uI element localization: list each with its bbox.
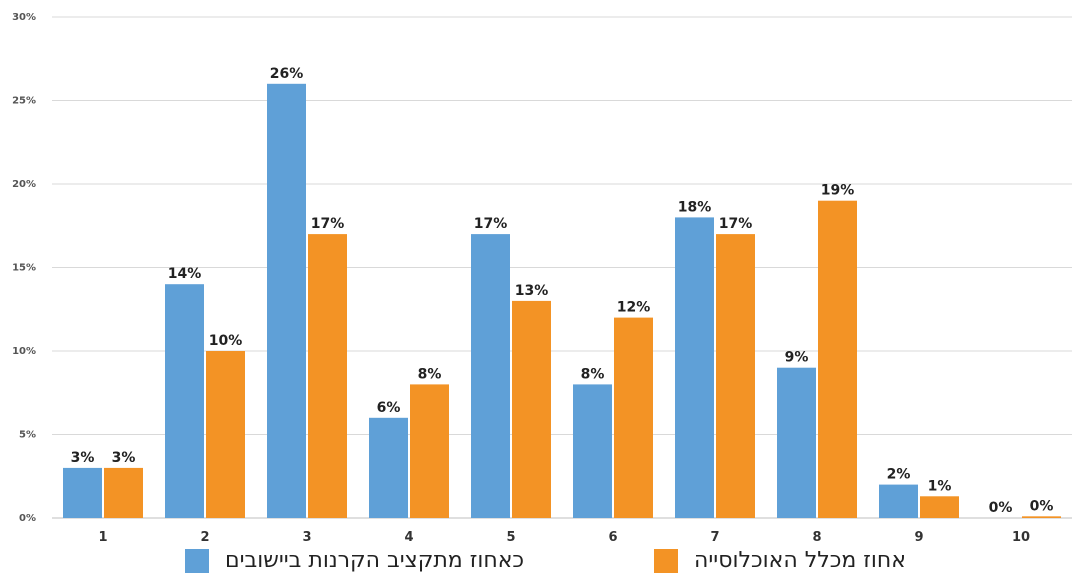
data-label-series-2: 19%: [821, 183, 855, 199]
data-label-series-1: 0%: [989, 500, 1013, 516]
data-label-series-2: 10%: [209, 333, 243, 349]
bar-series-2: [614, 317, 653, 518]
data-label-series-2: 1%: [928, 478, 952, 494]
bar-series-2: [1022, 516, 1061, 518]
data-label-series-1: 2%: [887, 467, 911, 483]
legend: כאחוז מתקציב הקרנות ביישובים אחוז מכלל ה…: [0, 548, 1072, 573]
gridlines: [52, 16, 1072, 519]
bar-series-1: [165, 284, 204, 518]
data-label-series-1: 9%: [785, 350, 809, 366]
bar-series-1: [879, 484, 918, 518]
data-label-series-2: 13%: [515, 283, 549, 299]
data-label-series-1: 8%: [581, 366, 605, 382]
data-labels: 3% 3% 14% 10% 26% 17% 6% 8% 17% 13% 8% 12% 18% 17% 9% 1…: [71, 66, 1054, 516]
bar-series-2: [308, 234, 347, 518]
x-tick-label: 8: [812, 530, 821, 545]
x-tick-label: 1: [98, 530, 107, 545]
data-label-series-2: 8%: [418, 366, 442, 382]
bar-series-2: [104, 467, 143, 518]
y-tick-label: 0%: [19, 513, 36, 524]
x-tick-label: 5: [506, 530, 515, 545]
bar-series-1: [777, 367, 816, 518]
y-tick-label: 25%: [12, 96, 36, 107]
data-label-series-2: 3%: [112, 450, 136, 466]
x-tick-label: 2: [200, 530, 209, 545]
y-tick-label: 30%: [12, 12, 36, 23]
x-tick-label: 4: [404, 530, 413, 545]
bar-series-1: [267, 83, 306, 519]
legend-swatch-series-2: [654, 548, 678, 573]
legend-item-series-2: אחוז מכלל האוכלוסייה: [654, 548, 906, 573]
data-label-series-1: 14%: [168, 266, 202, 282]
bar-series-2: [206, 351, 245, 518]
bar-series-1: [63, 467, 102, 518]
data-label-series-1: 17%: [474, 216, 508, 232]
y-axis-ticks: 0% 5% 10% 15% 20% 25% 30%: [12, 12, 36, 524]
x-tick-label: 10: [1012, 530, 1030, 545]
bars: [63, 83, 1061, 519]
bar-series-2: [512, 300, 551, 518]
data-label-series-2: 17%: [719, 216, 753, 232]
bar-series-2: [410, 384, 449, 518]
bar-series-1: [369, 417, 408, 518]
y-tick-label: 5%: [19, 430, 36, 441]
x-tick-label: 6: [608, 530, 617, 545]
bar-series-2: [818, 200, 857, 518]
y-tick-label: 20%: [12, 179, 36, 190]
data-label-series-2: 12%: [617, 300, 651, 316]
data-label-series-1: 26%: [270, 66, 304, 82]
legend-swatch-series-1: [185, 548, 209, 573]
legend-label-series-1: כאחוז מתקציב הקרנות ביישובים: [225, 548, 525, 573]
legend-item-series-1: כאחוז מתקציב הקרנות ביישובים: [185, 548, 524, 573]
data-label-series-2: 17%: [311, 216, 345, 232]
legend-label-series-2: אחוז מכלל האוכלוסייה: [694, 548, 906, 573]
bar-series-2: [716, 234, 755, 518]
data-label-series-1: 18%: [678, 199, 712, 215]
bar-series-1: [471, 234, 510, 518]
data-label-series-1: 6%: [377, 400, 401, 416]
data-label-series-2: 0%: [1030, 498, 1054, 514]
x-axis-ticks: 1 2 3 4 5 6 7 8 9 10: [98, 530, 1030, 545]
bar-series-2: [920, 496, 959, 518]
x-tick-label: 7: [710, 530, 719, 545]
bar-series-1: [675, 217, 714, 518]
bar-series-1: [573, 384, 612, 518]
x-tick-label: 9: [914, 530, 923, 545]
data-label-series-1: 3%: [71, 450, 95, 466]
y-tick-label: 15%: [12, 263, 36, 274]
y-tick-label: 10%: [12, 346, 36, 357]
x-tick-label: 3: [302, 530, 311, 545]
